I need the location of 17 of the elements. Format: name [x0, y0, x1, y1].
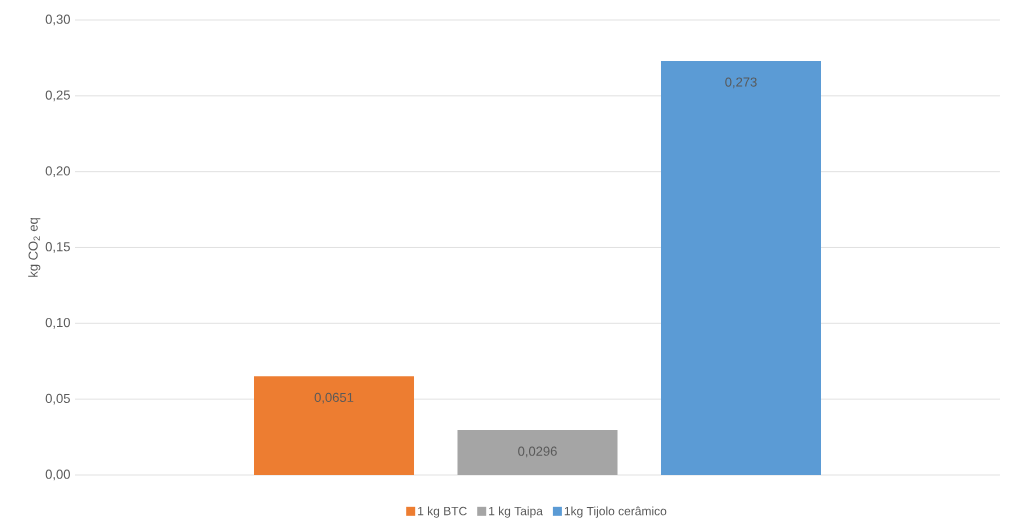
y-axis-title: kg CO$_{2}$ eq — [28, 218, 41, 277]
y-tick-label: 0,10 — [45, 317, 70, 329]
data-label: 0,0651 — [314, 392, 354, 404]
y-tick-label: 0,00 — [45, 469, 70, 481]
bar — [254, 376, 415, 475]
data-label: 0,0296 — [518, 446, 557, 458]
y-tick-label: 0,15 — [45, 242, 70, 253]
legend-label: 1kg Tijolo cerâmico — [564, 506, 667, 518]
y-tick-label: 0,20 — [45, 166, 70, 178]
data-label: 0,273 — [725, 77, 757, 89]
bar — [457, 430, 618, 475]
bar — [660, 60, 822, 475]
y-tick-label: 0,25 — [45, 90, 70, 102]
legend-label: 1 kg Taipa — [489, 506, 543, 518]
y-tick-label: 0,05 — [45, 393, 70, 405]
y-tick-label: 0,30 — [45, 14, 70, 26]
legend-label: 1 kg BTC — [418, 506, 467, 518]
